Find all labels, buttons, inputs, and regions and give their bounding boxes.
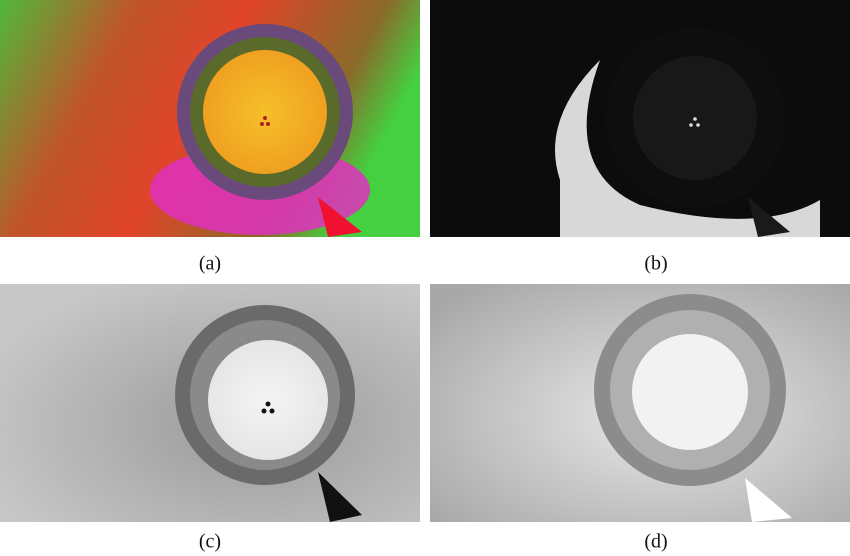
panel-a [0, 0, 420, 237]
panel-b [430, 0, 850, 237]
panel-c [0, 284, 420, 522]
caption: (d) [644, 531, 667, 553]
caption: (c) [199, 531, 221, 553]
caption: (a) [199, 253, 221, 275]
panel-d [430, 284, 850, 522]
caption: (b) [644, 253, 667, 275]
